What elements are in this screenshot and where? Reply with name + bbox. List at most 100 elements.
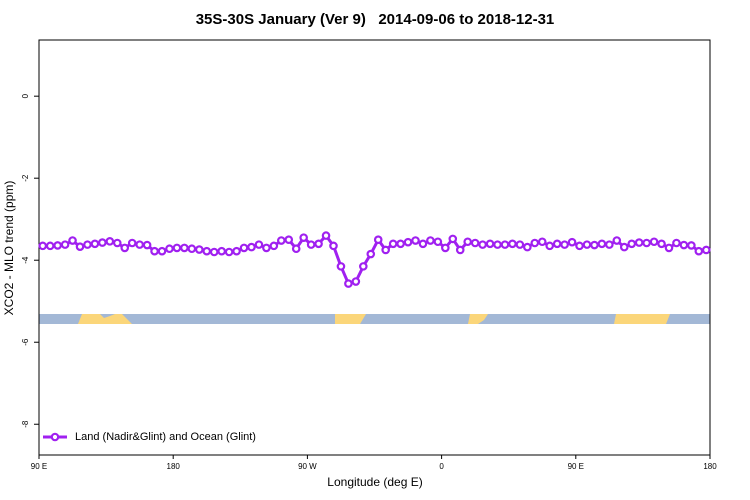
marker <box>321 231 331 240</box>
marker <box>105 237 115 246</box>
marker <box>202 246 212 256</box>
marker <box>701 245 711 255</box>
marker <box>560 240 569 249</box>
marker <box>209 247 219 257</box>
ocean-band <box>39 314 710 324</box>
marker <box>523 242 532 252</box>
marker <box>470 238 480 248</box>
marker <box>552 239 562 249</box>
marker <box>150 246 159 256</box>
y-tick-label: 0 <box>21 93 30 98</box>
x-tick-label: 90 E <box>568 462 584 471</box>
y-tick-label: -8 <box>21 420 30 428</box>
x-tick-label: 90 E <box>31 462 47 471</box>
marker <box>180 243 189 253</box>
marker <box>187 244 197 254</box>
marker <box>627 239 637 249</box>
marker <box>351 277 361 286</box>
land-patch <box>335 314 366 324</box>
marker <box>224 247 234 257</box>
surface-band <box>39 314 710 324</box>
marker <box>590 240 599 250</box>
marker <box>619 242 629 252</box>
marker <box>60 240 70 249</box>
marker <box>612 236 622 245</box>
marker <box>38 241 48 251</box>
legend-label: Land (Nadir&Glint) and Ocean (Glint) <box>75 431 256 443</box>
marker <box>508 239 517 249</box>
marker <box>530 238 540 248</box>
marker <box>172 243 182 253</box>
x-axis-label: Longitude (deg E) <box>327 475 422 489</box>
marker <box>75 242 85 251</box>
marker <box>664 243 674 253</box>
marker <box>403 237 413 247</box>
marker <box>478 240 487 249</box>
marker <box>605 240 614 249</box>
chart-title: 35S-30S January (Ver 9) 2014-09-06 to 20… <box>196 11 555 28</box>
marker <box>68 236 77 245</box>
marker <box>157 246 167 256</box>
marker <box>45 241 55 251</box>
y-tick-label: -2 <box>21 174 30 182</box>
marker <box>291 244 301 254</box>
marker <box>98 238 107 247</box>
marker <box>120 243 130 253</box>
marker <box>388 239 398 249</box>
marker <box>657 239 666 249</box>
marker <box>83 240 92 249</box>
marker <box>53 241 62 250</box>
marker <box>359 262 368 271</box>
marker <box>649 237 659 247</box>
x-tick-label: 90 W <box>298 462 317 471</box>
y-tick-label: -6 <box>21 338 30 346</box>
marker <box>269 241 279 251</box>
marker <box>694 246 704 256</box>
marker <box>373 235 383 245</box>
marker <box>642 238 651 248</box>
land-patch <box>468 314 488 324</box>
marker <box>597 239 607 249</box>
marker <box>537 237 547 247</box>
marker <box>112 238 122 248</box>
x-tick-label: 180 <box>703 462 717 471</box>
marker <box>277 236 286 245</box>
marker <box>433 237 443 247</box>
marker <box>284 235 294 245</box>
marker <box>254 240 264 249</box>
marker <box>672 238 681 248</box>
marker <box>194 245 204 254</box>
marker <box>90 239 100 249</box>
marker <box>165 244 174 254</box>
marker <box>426 236 435 245</box>
marker <box>344 279 353 288</box>
marker <box>545 241 555 251</box>
marker <box>329 241 338 251</box>
marker <box>336 262 346 271</box>
marker <box>262 243 271 253</box>
marker <box>485 239 495 249</box>
marker <box>418 239 428 249</box>
marker <box>381 245 390 255</box>
marker <box>463 237 472 247</box>
marker <box>217 246 226 256</box>
marker <box>232 246 241 256</box>
legend-marker <box>50 432 60 442</box>
marker <box>247 242 256 252</box>
marker <box>634 238 644 247</box>
marker <box>441 243 450 253</box>
marker <box>239 243 249 253</box>
marker <box>299 233 308 242</box>
marker <box>582 240 592 249</box>
x-tick-label: 0 <box>439 462 444 471</box>
marker <box>142 240 152 250</box>
marker <box>455 245 465 255</box>
marker <box>306 240 316 249</box>
marker <box>500 240 510 249</box>
marker <box>448 234 458 244</box>
marker <box>366 249 376 259</box>
y-axis-label: XCO2 - MLO trend (ppm) <box>2 181 16 316</box>
marker <box>575 241 584 251</box>
